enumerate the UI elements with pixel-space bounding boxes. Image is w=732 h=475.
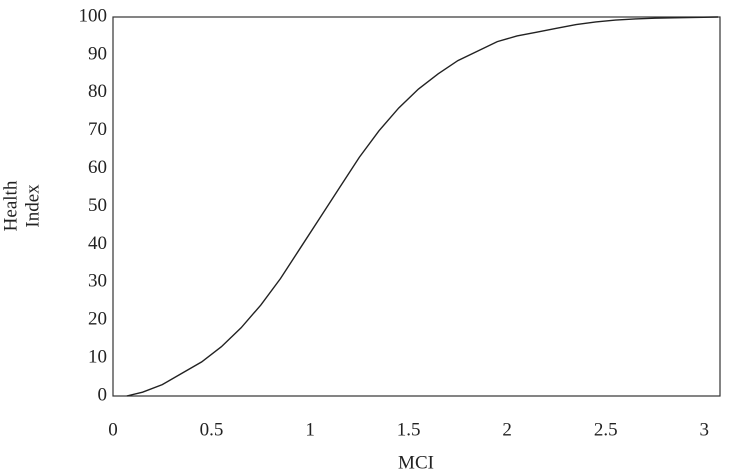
y-axis-label: Index [22, 184, 43, 228]
y-tick-label: 80 [88, 81, 107, 102]
y-tick-label: 70 [88, 119, 107, 140]
x-tick-label: 0 [108, 419, 118, 440]
y-tick-label: 30 [88, 271, 107, 292]
x-tick-label: 0.5 [200, 419, 224, 440]
y-tick-label: 10 [88, 346, 107, 367]
x-tick-label: 1 [305, 419, 315, 440]
y-tick-label: 50 [88, 195, 107, 216]
y-axis-label: Health [0, 180, 21, 231]
x-tick-label: 1.5 [397, 419, 421, 440]
y-tick-label: 60 [88, 157, 107, 178]
y-tick-label: 100 [79, 5, 108, 26]
y-tick-label: 90 [88, 43, 107, 64]
y-tick-label: 20 [88, 309, 107, 330]
line [126, 16, 719, 397]
y-tick-label: 40 [88, 233, 107, 254]
y-tick-label: 0 [98, 384, 108, 405]
x-tick-label: 2 [502, 419, 512, 440]
x-axis-label: MCI [398, 452, 434, 473]
x-tick-label: 2.5 [594, 419, 618, 440]
x-tick-label: 3 [699, 419, 709, 440]
plot-frame [112, 16, 721, 397]
